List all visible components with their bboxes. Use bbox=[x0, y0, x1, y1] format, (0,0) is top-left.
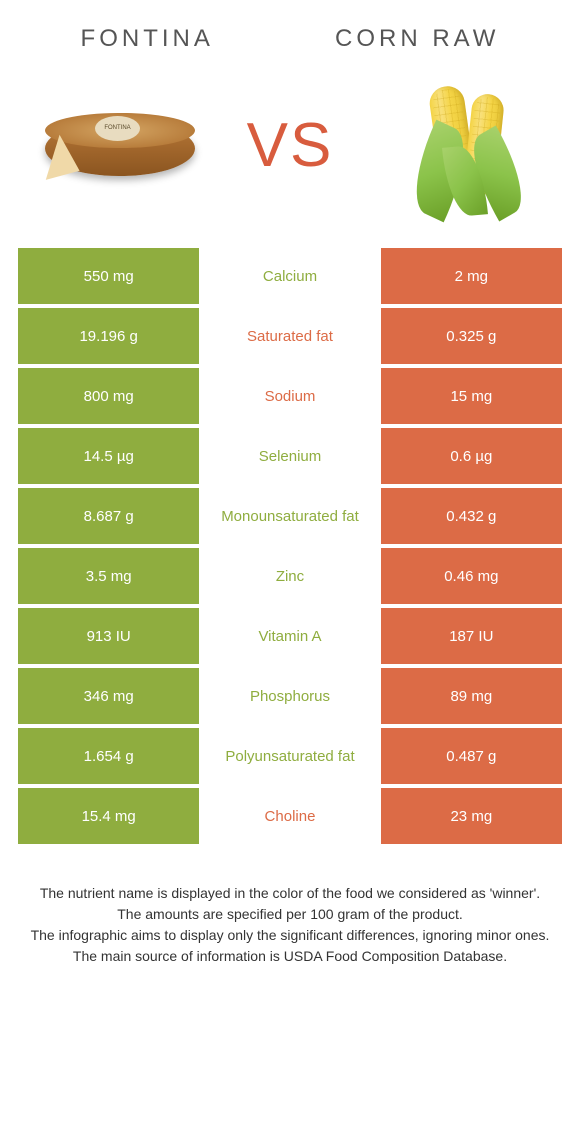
nutrient-label: Selenium bbox=[199, 428, 380, 484]
footer-line: The infographic aims to display only the… bbox=[30, 925, 550, 946]
right-value: 0.487 g bbox=[381, 728, 562, 784]
footer-line: The nutrient name is displayed in the co… bbox=[30, 883, 550, 904]
nutrient-label: Monounsaturated fat bbox=[199, 488, 380, 544]
nutrient-row: 346 mgPhosphorus89 mg bbox=[18, 668, 562, 724]
nutrient-row: 550 mgCalcium2 mg bbox=[18, 248, 562, 304]
vs-label: VS bbox=[247, 110, 334, 181]
header-row: Fontina Corn raw bbox=[0, 0, 580, 58]
right-value: 187 IU bbox=[381, 608, 562, 664]
left-value: 550 mg bbox=[18, 248, 199, 304]
left-value: 8.687 g bbox=[18, 488, 199, 544]
nutrient-row: 800 mgSodium15 mg bbox=[18, 368, 562, 424]
nutrient-row: 14.5 µgSelenium0.6 µg bbox=[18, 428, 562, 484]
left-value: 1.654 g bbox=[18, 728, 199, 784]
right-value: 0.432 g bbox=[381, 488, 562, 544]
right-value: 2 mg bbox=[381, 248, 562, 304]
right-value: 89 mg bbox=[381, 668, 562, 724]
right-value: 0.6 µg bbox=[381, 428, 562, 484]
left-food-title: Fontina bbox=[81, 25, 214, 53]
nutrient-table: 550 mgCalcium2 mg19.196 gSaturated fat0.… bbox=[0, 248, 580, 844]
nutrient-row: 1.654 gPolyunsaturated fat0.487 g bbox=[18, 728, 562, 784]
footer-notes: The nutrient name is displayed in the co… bbox=[0, 848, 580, 987]
nutrient-row: 15.4 mgCholine23 mg bbox=[18, 788, 562, 844]
nutrient-row: 3.5 mgZinc0.46 mg bbox=[18, 548, 562, 604]
footer-line: The amounts are specified per 100 gram o… bbox=[30, 904, 550, 925]
footer-line: The main source of information is USDA F… bbox=[30, 946, 550, 967]
left-value: 15.4 mg bbox=[18, 788, 199, 844]
left-value: 19.196 g bbox=[18, 308, 199, 364]
nutrient-row: 19.196 gSaturated fat0.325 g bbox=[18, 308, 562, 364]
images-row: FONTINA VS bbox=[0, 58, 580, 248]
nutrient-label: Choline bbox=[199, 788, 380, 844]
left-value: 346 mg bbox=[18, 668, 199, 724]
right-food-image bbox=[370, 76, 550, 216]
nutrient-label: Vitamin A bbox=[199, 608, 380, 664]
nutrient-label: Polyunsaturated fat bbox=[199, 728, 380, 784]
nutrient-label: Zinc bbox=[199, 548, 380, 604]
left-value: 3.5 mg bbox=[18, 548, 199, 604]
cheese-icon: FONTINA bbox=[40, 106, 200, 186]
right-value: 0.325 g bbox=[381, 308, 562, 364]
left-value: 800 mg bbox=[18, 368, 199, 424]
corn-icon bbox=[380, 76, 540, 216]
nutrient-label: Calcium bbox=[199, 248, 380, 304]
nutrient-row: 8.687 gMonounsaturated fat0.432 g bbox=[18, 488, 562, 544]
right-value: 0.46 mg bbox=[381, 548, 562, 604]
nutrient-label: Sodium bbox=[199, 368, 380, 424]
nutrient-label: Phosphorus bbox=[199, 668, 380, 724]
nutrient-row: 913 IUVitamin A187 IU bbox=[18, 608, 562, 664]
right-value: 23 mg bbox=[381, 788, 562, 844]
left-food-image: FONTINA bbox=[30, 76, 210, 216]
right-value: 15 mg bbox=[381, 368, 562, 424]
left-value: 14.5 µg bbox=[18, 428, 199, 484]
right-food-title: Corn raw bbox=[335, 25, 499, 53]
nutrient-label: Saturated fat bbox=[199, 308, 380, 364]
left-value: 913 IU bbox=[18, 608, 199, 664]
